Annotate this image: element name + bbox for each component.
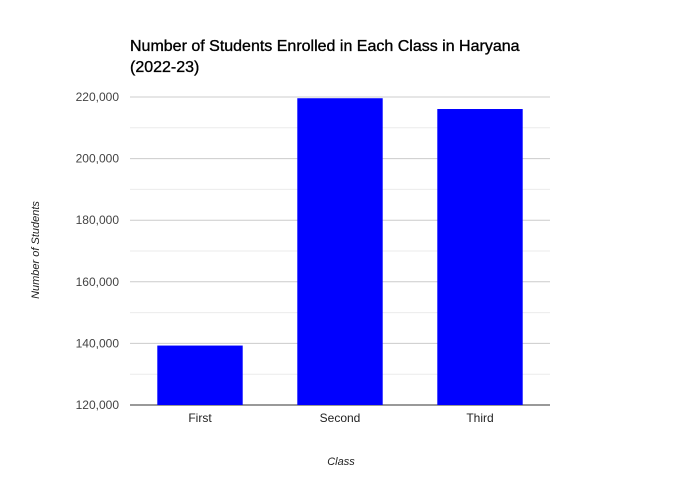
x-tick-label: Second (320, 411, 361, 425)
y-tick-label: 160,000 (76, 275, 120, 289)
bar-first (157, 345, 243, 405)
bar-third (437, 109, 523, 406)
y-tick-label: 180,000 (76, 213, 120, 227)
x-tick-label: Third (466, 411, 493, 425)
x-axis-title: Class (327, 456, 355, 468)
y-tick-label: 140,000 (76, 336, 120, 350)
y-tick-label: 200,000 (76, 152, 120, 166)
y-tick-label: 220,000 (76, 90, 120, 104)
label-layer: 120,000 140,000 160,000 180,000 200,000 220,0… (76, 90, 494, 425)
bar-layer (157, 98, 523, 406)
y-axis-title: Number of Students (30, 201, 42, 299)
x-tick-label: First (188, 411, 212, 425)
y-tick-label: 120,000 (76, 398, 120, 412)
chart-title: Number of Students Enrolled in Each Clas… (130, 38, 520, 76)
bar-second (297, 98, 383, 406)
